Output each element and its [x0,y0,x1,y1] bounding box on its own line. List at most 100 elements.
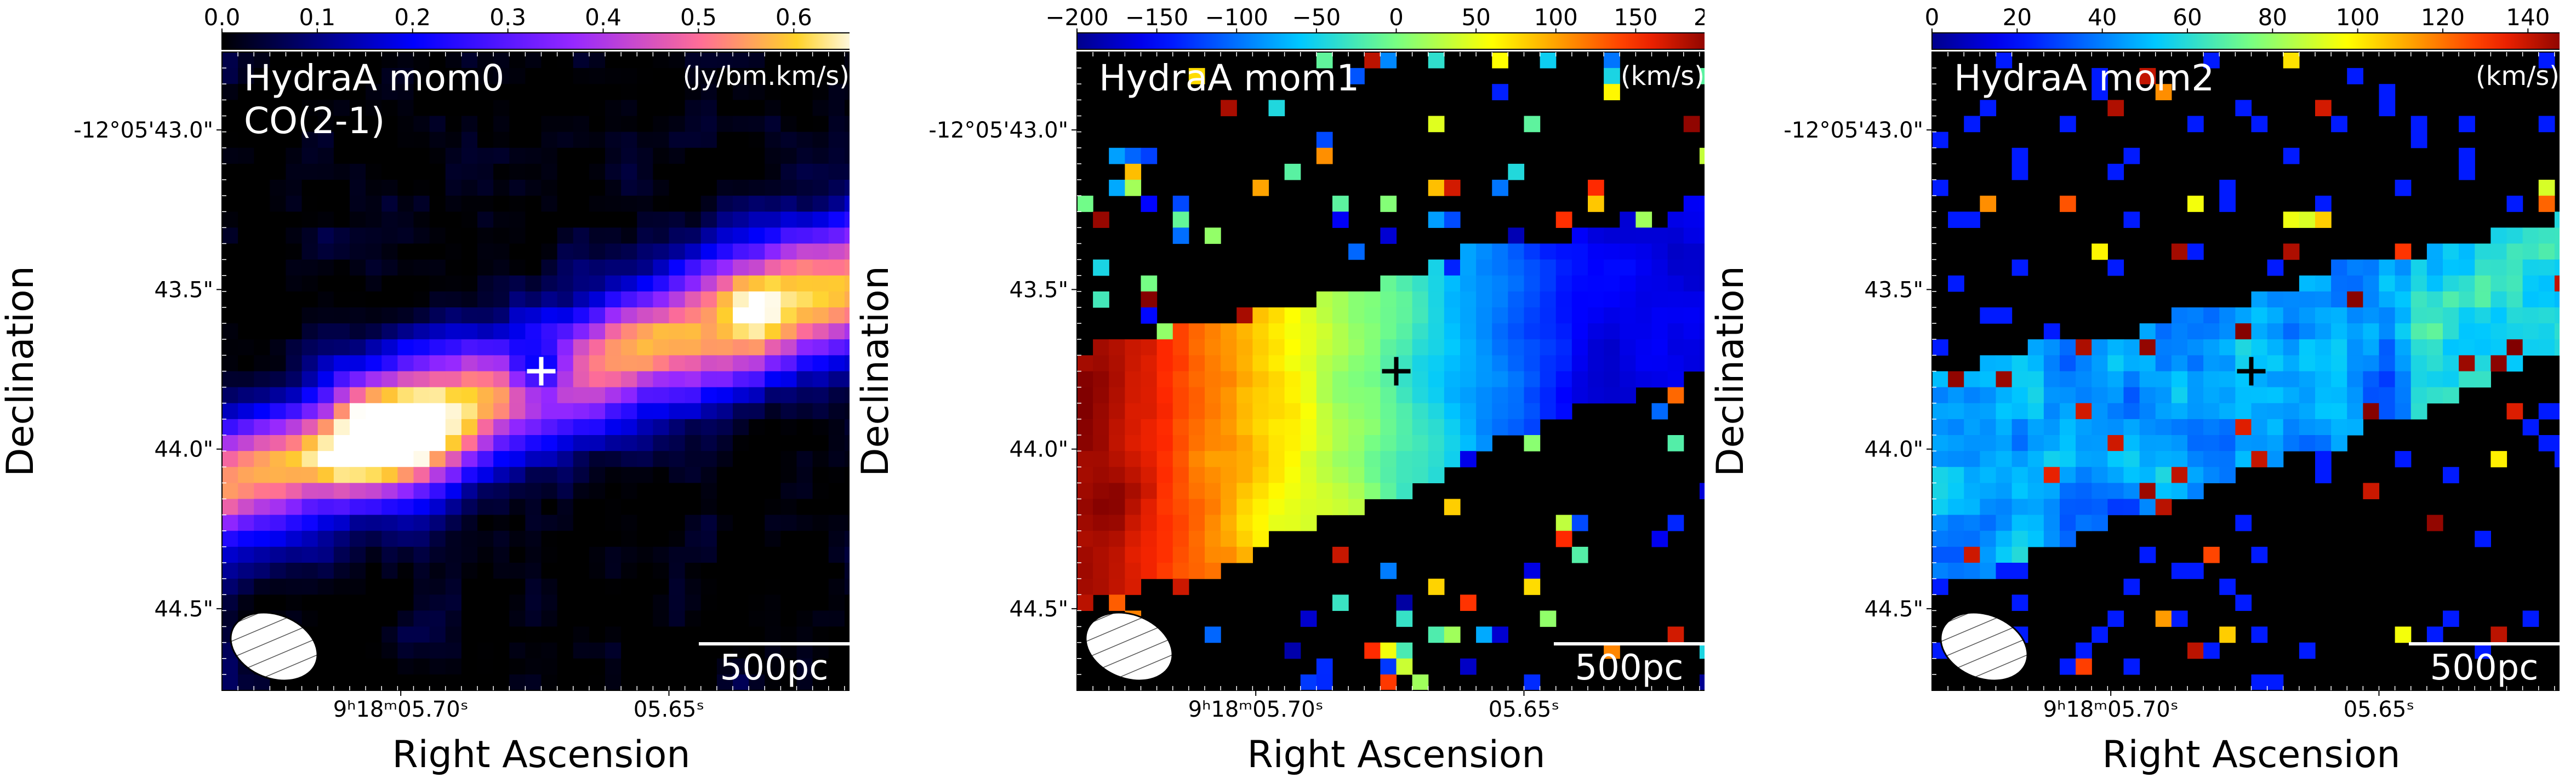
heatmap-cell [765,68,781,84]
heatmap-cell [1492,84,1508,100]
heatmap-cell [2538,180,2555,196]
heatmap-cell [381,339,398,356]
heatmap-cell [238,530,254,547]
heatmap-cell [1141,499,1158,516]
heatmap-cell [2219,339,2236,356]
heatmap-cell [1316,419,1333,436]
heatmap-cell [2283,355,2300,372]
heatmap-cell [381,451,398,467]
heatmap-cell [525,84,542,100]
heatmap-cell [1109,147,1125,164]
heatmap-cell [1964,530,1980,547]
heatmap-cell [1300,435,1317,451]
heatmap-cell [1348,371,1365,388]
heatmap-cell [445,259,462,276]
heatmap-cell [1156,419,1173,436]
heatmap-cell [477,339,494,356]
heatmap-cell [1980,403,1997,420]
heatmap-cell [1555,387,1572,404]
heatmap-cell [381,435,398,451]
heatmap-cell [2459,259,2475,276]
heatmap-cell [1980,100,1997,117]
heatmap-cell [1188,371,1205,388]
heatmap-cell [557,52,574,68]
heatmap-cell [1620,355,1636,372]
x-axis-label: Right Ascension [392,733,691,776]
panel-mom0: 0.0 0.1 0.2 0.3 0.4 0.5 0.6 -12°05'43.0" 43.5" 44… [0,0,850,783]
heatmap-cell [1284,355,1301,372]
heatmap-cell [573,259,590,276]
heatmap-cell [301,371,318,388]
heatmap-cell [317,626,334,643]
heatmap-cell [1699,291,1705,308]
heatmap-cell [2475,307,2491,324]
heatmap-cell [2171,323,2188,340]
heatmap-cell [1444,259,1461,276]
heatmap-cell [2554,323,2560,340]
heatmap-cell [1252,355,1269,372]
heatmap-cell [397,243,414,260]
heatmap-cell [1620,387,1636,404]
heatmap-cell [2522,307,2539,324]
heatmap-cell [1093,530,1109,547]
heatmap-cell [765,212,781,228]
heatmap-cell [509,259,526,276]
heatmap-cell [238,147,254,164]
heatmap-cell [301,275,318,292]
heatmap-cell [557,180,574,196]
heatmap-cell [1635,275,1652,292]
heatmap-cell [366,355,382,372]
heatmap-cell [366,259,382,276]
heatmap-cell [733,291,749,308]
heatmap-cell [413,403,430,420]
heatmap-cell [2395,243,2412,260]
heatmap-cell [716,291,733,308]
heatmap-cell [1444,403,1461,420]
heatmap-cell [477,530,494,547]
heatmap-cell [589,419,606,436]
heatmap-cell [350,642,366,659]
heatmap-cell [222,132,238,148]
heatmap-cell [2139,339,2156,356]
heatmap-cell [2187,307,2204,324]
heatmap-cell [350,196,366,212]
heatmap-cell [525,68,542,84]
heatmap-cell [301,227,318,244]
heatmap-cell [653,435,670,451]
heatmap-cell [589,467,606,483]
heatmap-cell [254,116,270,133]
heatmap-cell [1948,275,1964,292]
heatmap-cell [749,212,765,228]
heatmap-cell [366,595,382,611]
heatmap-cell [1604,68,1620,84]
heatmap-cell [573,116,590,133]
colorbar-tick-label: −200 [1045,4,1108,31]
heatmap-cell [1332,291,1349,308]
heatmap-cell [1996,451,2013,467]
heatmap-cell [1077,499,1093,516]
heatmap-cell [653,291,670,308]
heatmap-cell [301,84,318,100]
heatmap-cell [2283,339,2300,356]
heatmap-cell [2171,403,2188,420]
heatmap-cell [1460,419,1477,436]
heatmap-cell [1444,451,1461,467]
heatmap-cell [2076,339,2092,356]
heatmap-cell [1571,291,1588,308]
heatmap-cell [222,307,238,324]
beam-ellipse [1085,611,1173,682]
heatmap-cell [2426,626,2443,643]
heatmap-cell [1964,467,1980,483]
heatmap-cell [397,595,414,611]
heatmap-cell [1172,579,1189,595]
heatmap-cell [749,419,765,436]
heatmap-cell [350,499,366,516]
heatmap-cell [1380,196,1397,212]
heatmap-cell [621,68,637,84]
heatmap-cell [461,674,478,691]
heatmap-cell [413,483,430,500]
heatmap-cell [2011,163,2028,180]
heatmap-cell [685,387,702,404]
heatmap-cell [2331,419,2347,436]
heatmap-cell [733,658,749,675]
